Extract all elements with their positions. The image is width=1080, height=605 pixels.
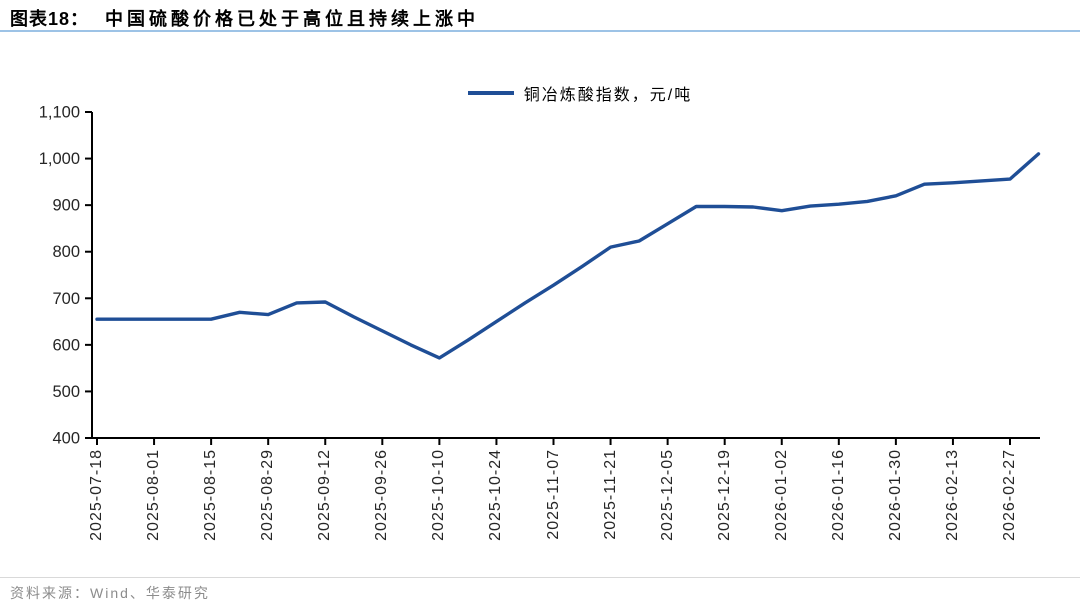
legend-label: 铜冶炼酸指数，元/吨 [523,87,693,104]
x-tick-label: 2025-11-21 [601,449,619,540]
y-tick-label: 1,100 [39,104,80,122]
x-tick-label: 2025-12-05 [658,449,676,541]
line-chart: 400 500 600 700 800 900 1,000 1,100 2025-07-18 20… [0,100,1080,570]
legend-line-swatch [467,91,514,95]
figure-header: 图表18： 中国硫酸价格已处于高位且持续上涨中 [10,5,479,31]
x-tick-label: 2026-02-13 [943,449,961,541]
y-tick-label: 800 [52,243,80,261]
x-tick-label: 2026-01-30 [886,449,904,541]
x-tick-label: 2025-08-01 [145,449,163,541]
y-tick-label: 400 [52,430,80,448]
source-note: 资料来源：Wind、华泰研究 [10,585,210,601]
chart-canvas: 400 500 600 700 800 900 1,000 1,100 [39,104,1041,448]
x-tick-label: 2025-10-24 [487,449,505,541]
x-tick-label: 2026-02-27 [1001,449,1018,541]
x-tick-label: 2025-09-12 [316,449,334,541]
series-line-copper-smelting-acid-index [95,152,1041,360]
x-tick-label: 2025-08-15 [202,449,220,541]
y-tick-label: 500 [52,383,80,401]
title-underline [0,30,1080,32]
footer-divider [0,577,1080,578]
y-tick-label: 700 [52,290,80,308]
x-tick-label: 2025-09-26 [373,449,391,541]
y-tick-label: 600 [52,336,80,354]
y-tick-label: 1,000 [39,150,80,168]
y-tick-label: 900 [52,197,80,215]
x-tick-label: 2025-10-10 [430,449,448,541]
x-tick-label: 2025-07-18 [88,449,105,541]
x-tick-label: 2025-12-19 [715,449,733,541]
x-tick-label: 2026-01-02 [772,449,790,541]
x-tick-label: 2025-11-07 [544,449,562,540]
x-tick-label: 2025-08-29 [259,449,277,541]
chart-legend: 铜冶炼酸指数，元/吨 [0,82,1080,104]
x-tick-label: 2026-01-16 [829,449,847,541]
figure-number: 图表18： [10,9,90,29]
legend-entry: 铜冶炼酸指数，元/吨 [467,81,693,105]
figure-title: 中国硫酸价格已处于高位且持续上涨中 [105,9,480,29]
